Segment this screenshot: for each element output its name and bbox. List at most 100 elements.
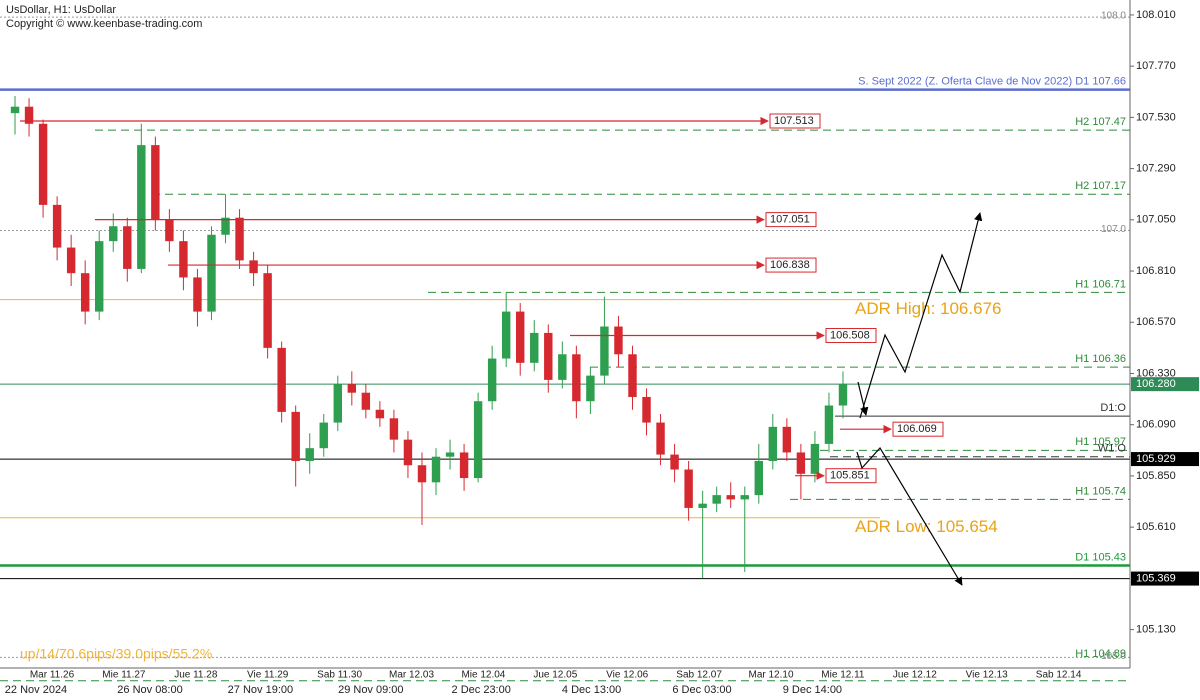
candle-body — [754, 460, 763, 496]
projection-up — [859, 212, 983, 419]
x-day-label: Mar 12.03 — [389, 670, 434, 681]
candle-body — [726, 495, 735, 500]
candle-body — [277, 347, 286, 412]
x-date-label: 29 Nov 09:00 — [338, 684, 403, 696]
target-box — [825, 327, 877, 343]
candle-body — [670, 454, 679, 470]
candle-body — [333, 384, 342, 423]
plot-area: 108.0 107.0 105.0 S. Sept 2022 (Z. Oferta C… — [0, 11, 1130, 682]
candle-body — [235, 217, 244, 261]
x-date-label: 4 Dec 13:00 — [562, 684, 621, 696]
level-label: D1:O — [1100, 402, 1126, 414]
stats: up/14/70.6pips/39.0pips/55.2% — [20, 646, 212, 662]
y-tick-label: 107.770 — [1136, 60, 1176, 72]
target-label: 106.838 — [770, 259, 810, 271]
y-tick-label: 107.290 — [1136, 163, 1176, 175]
candle-body — [66, 247, 76, 274]
candle-body — [179, 241, 188, 278]
target-box — [765, 212, 817, 228]
tag-label: 106.280 — [1136, 378, 1176, 390]
y-tick-label: 105.610 — [1136, 521, 1176, 533]
y-tick-label: 107.050 — [1136, 214, 1176, 226]
level-label: S. Sept 2022 (Z. Oferta Clave de Nov 202… — [858, 76, 1126, 88]
candle-body — [319, 422, 328, 449]
x-date-label: 6 Dec 03:00 — [672, 684, 731, 696]
target-box — [765, 257, 817, 273]
candle-body — [249, 260, 258, 274]
candle-body — [614, 326, 623, 355]
candle-body — [263, 273, 272, 348]
x-date-label: 26 Nov 08:00 — [117, 684, 182, 696]
y-tick-label: 108.010 — [1136, 9, 1176, 21]
x-day-label: Sab 12.14 — [1036, 670, 1082, 681]
x-day-label: Jue 12.05 — [533, 670, 577, 681]
adr-label: ADR High: 106.676 — [855, 299, 1001, 318]
candle-body — [530, 332, 539, 363]
target-box — [825, 468, 877, 484]
candle-body — [221, 217, 230, 235]
x-day-label: Mie 12.11 — [821, 670, 865, 681]
x-date-label: 2 Dec 23:00 — [452, 684, 511, 696]
candle-body — [459, 452, 469, 479]
x-day-label: Jue 11.28 — [174, 670, 218, 681]
y-tick-label: 106.570 — [1136, 316, 1176, 328]
x-day-label: Sab 12.07 — [676, 670, 722, 681]
candle-body — [824, 405, 834, 444]
level-label: W1:O — [1098, 443, 1127, 455]
level-label: H1 105.74 — [1075, 485, 1126, 497]
x-day-label: Mar 12.10 — [748, 670, 793, 681]
candle-body — [740, 495, 749, 500]
candle-body — [361, 392, 371, 410]
projection-down — [856, 446, 963, 586]
x-day-label: Vie 12.06 — [606, 670, 649, 681]
level-label: H1 106.71 — [1075, 278, 1126, 290]
x-day-label: Vie 11.29 — [247, 670, 289, 681]
target-box — [769, 113, 821, 129]
candle-body — [291, 411, 300, 461]
candle-body — [572, 354, 581, 402]
level-label: H1 105.97 — [1075, 436, 1126, 448]
candle-body — [137, 145, 146, 269]
x-day-label: Mie 12.04 — [461, 670, 505, 681]
level-label: H1 104.89 — [1075, 648, 1126, 660]
x-day-label: Mie 11.27 — [102, 670, 146, 681]
candle-body — [838, 384, 848, 406]
y-tick-label: 105.850 — [1136, 470, 1176, 482]
candle-body — [445, 452, 455, 457]
candle-body — [501, 311, 511, 359]
projection-start — [857, 381, 869, 416]
candle-body — [544, 332, 553, 380]
candle-body — [38, 123, 48, 205]
candle-body — [473, 401, 483, 479]
candle-body — [417, 465, 427, 483]
level-label: D1 105.43 — [1075, 551, 1126, 563]
candle-body — [193, 277, 202, 312]
candle-body — [656, 422, 665, 455]
candle-body — [375, 409, 385, 419]
candle-body — [305, 448, 314, 461]
y-tick-label: 106.810 — [1136, 265, 1176, 277]
x-day-label: Sab 11.30 — [317, 670, 362, 681]
candle-body — [600, 326, 609, 376]
y-tick-label: 105.130 — [1136, 623, 1176, 635]
copyright: Copyright © www.keenbase-trading.com — [6, 18, 202, 30]
candle-body — [24, 106, 34, 124]
target-label: 106.508 — [830, 329, 870, 341]
candle-body — [207, 234, 216, 312]
chart-title: UsDollar, H1: UsDollar — [6, 4, 116, 16]
target-label: 107.051 — [770, 214, 810, 226]
target-label: 107.513 — [774, 115, 814, 127]
candle-body — [586, 375, 595, 402]
round-level-label: 105.0 — [1101, 651, 1126, 662]
candle-body — [642, 396, 651, 423]
candle-body — [10, 106, 20, 114]
y-tick-label: 106.330 — [1136, 367, 1176, 379]
candle-body — [52, 204, 62, 248]
candle-body — [782, 426, 792, 453]
candle-body — [431, 456, 441, 483]
candle-body — [768, 426, 778, 461]
x-date-label: 9 Dec 14:00 — [783, 684, 842, 696]
x-day-label: Jue 12.12 — [893, 670, 937, 681]
